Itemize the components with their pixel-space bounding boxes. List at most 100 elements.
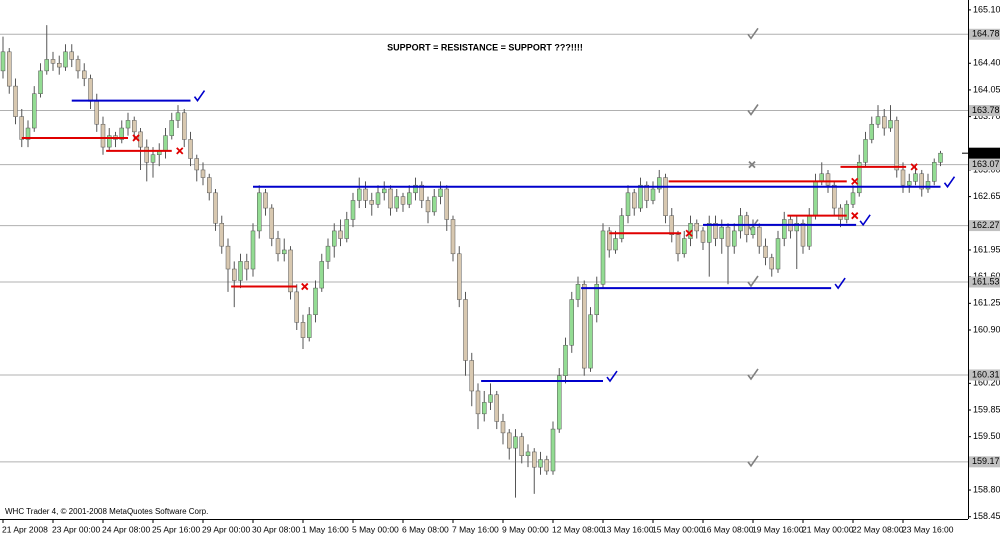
candle-body: [807, 215, 812, 247]
x-tick-label: 19 May 16:00: [752, 524, 804, 534]
candle-body: [682, 238, 687, 255]
candle-body: [894, 120, 899, 171]
candle-body: [825, 173, 831, 186]
candle-body: [438, 188, 443, 197]
candle-body: [225, 245, 231, 270]
candle-body: [738, 215, 743, 232]
candle-body: [900, 169, 906, 186]
candle-body: [938, 152, 943, 163]
sr-cross: [851, 212, 859, 220]
candle-body: [107, 135, 112, 148]
candle-body: [450, 219, 456, 255]
candle-body: [138, 131, 143, 148]
y-tick-label: 164.05: [973, 84, 1000, 94]
sr-cross: [910, 163, 918, 171]
candle-body: [238, 261, 243, 281]
sr-check: [834, 277, 846, 290]
candle-body: [169, 120, 174, 136]
candle-body: [282, 249, 287, 255]
y-tick-label: 165.10: [973, 4, 1000, 14]
y-tick-label: 158.45: [973, 511, 1000, 521]
candle-body: [700, 230, 706, 243]
level-label: 162.27: [972, 220, 1000, 230]
level-check: [747, 455, 759, 468]
candle-body: [644, 184, 649, 201]
candle-body: [800, 223, 806, 247]
candle-body: [375, 192, 381, 205]
candle-body: [544, 459, 549, 472]
level-label: 163.78: [972, 105, 1000, 115]
candle-body: [144, 146, 149, 163]
candle-body: [307, 314, 312, 338]
candle-body: [425, 200, 431, 213]
candle-body: [882, 116, 887, 129]
candle-body: [844, 203, 849, 220]
candle-body: [919, 173, 924, 190]
x-tick-label: 29 Apr 00:00: [202, 524, 250, 534]
candle-body: [488, 394, 493, 403]
candle-body: [44, 59, 49, 72]
candle-body: [500, 421, 506, 434]
candle-body: [200, 169, 206, 178]
candle-body: [932, 162, 937, 182]
x-tick-label: 6 May 08:00: [402, 524, 449, 534]
candle-body: [250, 230, 256, 270]
candle-body: [475, 390, 481, 415]
candle-body: [763, 245, 768, 258]
candle-body: [400, 196, 406, 205]
y-tick-label: 162.65: [973, 191, 1000, 201]
candle-body: [694, 223, 699, 232]
candle-body: [7, 51, 12, 87]
y-tick-label: 160.20: [973, 378, 1000, 388]
y-tick-label: 161.60: [973, 271, 1000, 281]
candle-body: [875, 116, 881, 125]
level-label-box: [969, 28, 1000, 40]
candle-body: [338, 230, 343, 239]
level-cross: [748, 160, 756, 169]
candle-body: [794, 223, 799, 232]
candle-body: [357, 188, 362, 201]
candle-body: [819, 173, 824, 182]
candle-body: [757, 226, 762, 247]
candle-body: [507, 432, 512, 449]
candle-body: [257, 192, 262, 232]
candle-body: [313, 287, 318, 316]
x-tick-label: 13 May 16:00: [602, 524, 654, 534]
candle-body: [913, 173, 918, 182]
candle-body: [850, 192, 856, 205]
candle-body: [244, 261, 249, 270]
level-check: [747, 368, 759, 381]
candle-body: [19, 116, 24, 140]
candle-body: [669, 215, 674, 235]
candle-body: [88, 78, 93, 102]
level-check: [747, 275, 759, 288]
level-label-box: [969, 105, 1000, 117]
candle-body: [188, 139, 193, 159]
candle-body: [519, 436, 524, 456]
level-label-box: [969, 369, 1000, 381]
candle-body: [125, 120, 131, 129]
candle-body: [513, 436, 518, 449]
x-tick-label: 12 May 08:00: [552, 524, 604, 534]
candle-body: [444, 188, 449, 220]
x-tick-label: 15 May 00:00: [652, 524, 704, 534]
candle-body: [82, 70, 87, 79]
y-tick-label: 158.80: [973, 484, 1000, 494]
y-tick-label: 164.40: [973, 58, 1000, 68]
candle-body: [100, 123, 106, 148]
price-label: 163.22: [972, 148, 1000, 158]
candle-body: [863, 139, 868, 163]
candle-body: [407, 192, 412, 205]
candle-body: [50, 59, 56, 64]
candle-body: [207, 177, 212, 194]
candle-body: [300, 322, 306, 338]
x-tick-label: 30 Apr 08:00: [252, 524, 300, 534]
x-tick-label: 22 May 08:00: [852, 524, 904, 534]
x-tick-label: 21 Apr 2008: [2, 524, 48, 534]
sr-check: [943, 176, 956, 189]
candle-body: [363, 188, 368, 201]
candle-body: [650, 188, 656, 201]
level-label: 163.07: [972, 159, 1000, 169]
level-label: 161.53: [972, 276, 1000, 286]
